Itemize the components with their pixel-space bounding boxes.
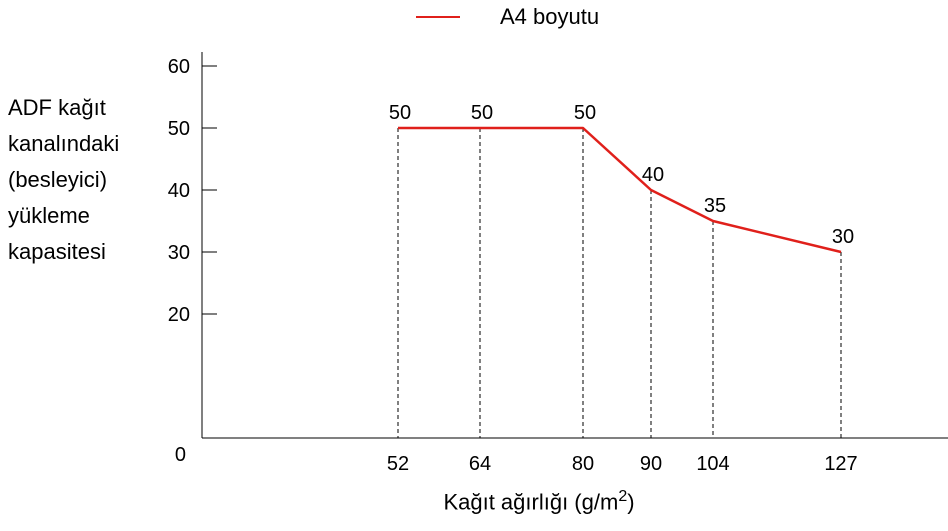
x-axis-label-end: ) [627,489,635,515]
x-tick-label: 52 [387,453,409,475]
x-tick-label: 64 [469,453,491,475]
y-tick-label: 20 [168,304,190,326]
x-axis-label: Kağıt ağırlığı (g/m2) [0,488,948,515]
x-axis-label-superscript: 2 [618,488,628,505]
y-axis-label-line: (besleyici) [8,167,108,192]
y-axis-label-line: kanalındaki [8,131,120,156]
x-tick-label: 127 [824,453,857,475]
series-line-a4 [398,126,842,254]
x-tick-label: 90 [640,453,662,475]
data-label: 40 [642,164,664,186]
y-tick-label: 30 [168,242,190,264]
x-tick-label: 104 [696,453,729,475]
data-label: 50 [471,102,493,124]
chart-legend: A4 boyutu [416,2,599,32]
y-axis-label: ADF kağıt kanalındaki (besleyici) yüklem… [8,90,158,270]
legend-label: A4 boyutu [500,4,600,29]
y-tick-label: 50 [168,118,190,140]
y-axis-label-line: yükleme [8,203,90,228]
y-axis-label-line: kapasitesi [8,239,106,264]
y-tick-label: 40 [168,180,190,202]
data-label: 30 [832,226,854,248]
y-tick-label: 60 [168,56,190,78]
data-label: 50 [574,102,596,124]
y-axis-label-line: ADF kağıt [8,95,106,120]
y-tick-label: 0 [175,444,186,466]
x-tick-label: 80 [572,453,594,475]
x-axis-label-main: Kağıt ağırlığı (g/m [443,489,619,515]
data-label: 35 [704,195,726,217]
data-label: 50 [389,102,411,124]
legend-line-swatch [416,16,460,18]
